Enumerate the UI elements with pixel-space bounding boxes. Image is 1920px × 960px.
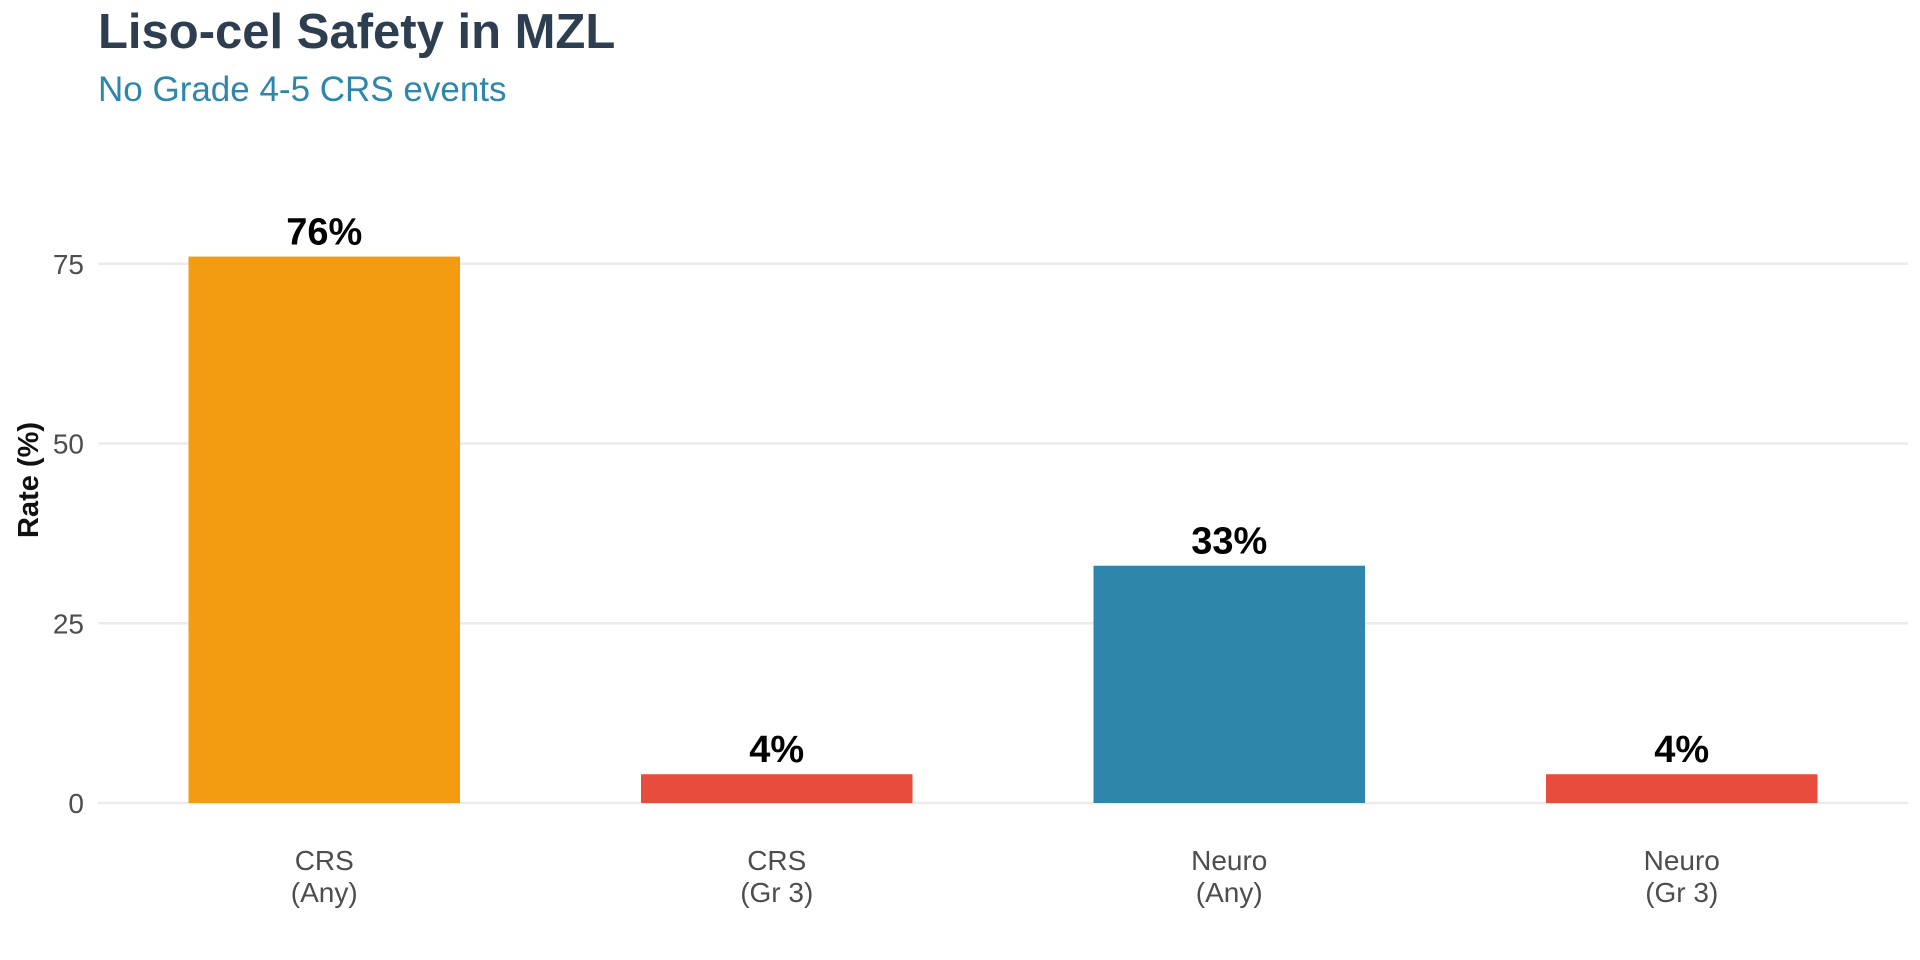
chart-title: Liso-cel Safety in MZL: [98, 5, 615, 59]
bar-2: [1093, 565, 1365, 803]
data-label-3: 4%: [1654, 729, 1709, 771]
data-labels: 76% 4% 33% 4%: [286, 212, 1709, 772]
bar-0: [188, 256, 460, 803]
x-tick-label-1: CRS (Gr 3): [740, 845, 813, 908]
x-tick-label-2: Neuro (Any): [1191, 845, 1267, 908]
y-axis-title: Rate (%): [13, 422, 45, 538]
bars: [188, 256, 1818, 803]
x-axis-ticks: CRS (Any) CRS (Gr 3) Neuro (Any) Neuro (Gr 3): [291, 845, 1720, 908]
data-label-0: 76%: [286, 212, 362, 254]
y-tick-label: 50: [53, 429, 84, 460]
y-axis-ticks: 0 25 50 75: [53, 249, 84, 819]
bar-1: [641, 774, 913, 803]
data-label-2: 33%: [1191, 521, 1267, 563]
data-label-1: 4%: [749, 729, 804, 771]
bar-3: [1546, 774, 1818, 803]
y-tick-label: 0: [68, 788, 84, 819]
chart-subtitle: No Grade 4-5 CRS events: [98, 70, 507, 109]
y-tick-label: 75: [53, 249, 84, 280]
y-tick-label: 25: [53, 608, 84, 639]
x-tick-label-3: Neuro (Gr 3): [1644, 845, 1720, 908]
x-tick-label-0: CRS (Any): [291, 845, 358, 908]
